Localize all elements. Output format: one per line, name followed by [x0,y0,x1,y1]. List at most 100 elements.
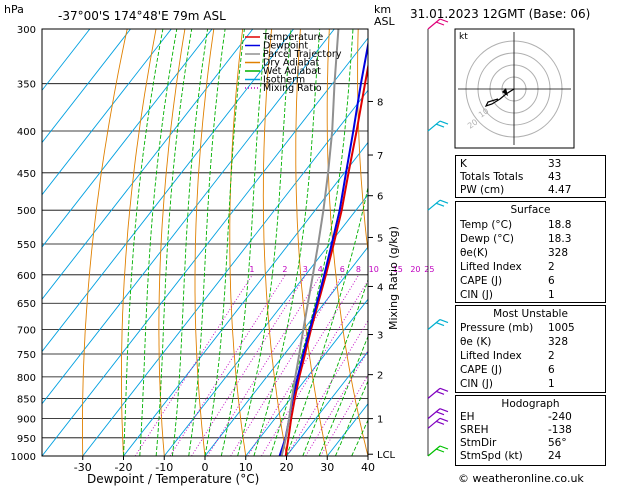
mixing-ratio-label: 4 [318,265,323,274]
mixing-ratio-label: 10 [369,265,379,274]
isotherm-line [42,29,91,92]
surface-label: CAPE (J) [460,275,503,287]
y-tick-label: 450 [17,169,36,180]
mixing-ratio-line [320,374,368,456]
unstable-row: Pressure (mb) 1005 [460,322,601,334]
x-tick-label: 0 [202,461,209,474]
wet-adiabat-line [269,29,354,456]
legend-label: Dry Adiabat [263,58,320,69]
hodo-value: 24 [548,450,562,462]
dry-adiabat-line [194,29,215,456]
dry-adiabat-line [326,29,368,456]
legend-label: Wet Adiabat [263,66,321,77]
isotherm-line [286,350,368,456]
unstable-label: θe (K) [460,336,492,348]
unstable-table: Most Unstable Pressure (mb) 1005 θe (K) 32… [455,305,606,393]
wet-adiabat-line [171,29,209,456]
unstable-row: Lifted Index 2 [460,350,601,362]
y-tick-label: 1000 [11,452,36,463]
wind-barb [427,120,449,132]
legend-label: Isotherm [263,75,305,86]
surface-value: 18.8 [548,219,572,231]
isotherm-line [204,246,368,456]
mixing-ratio-label: 3 [303,265,308,274]
hodo-label: StmSpd (kt) [460,450,523,462]
hpa-label: hPa [4,3,24,16]
unstable-value: 2 [548,350,555,362]
indices-label: Totals Totals [460,171,524,183]
isotherm-line [42,29,213,248]
x-tick-label: -10 [155,461,173,474]
copyright: © weatheronline.co.uk [458,472,584,485]
indices-value: 33 [548,158,562,170]
wind-barb [427,445,449,457]
hodo-row: SREH -138 [460,424,601,436]
mixing-ratio-label: 20 [410,265,420,274]
x-axis-title: Dewpoint / Temperature (°C) [87,472,259,486]
wind-barb [427,408,449,420]
unstable-label: Lifted Index [460,350,522,362]
mixing-ratio-line [191,274,307,456]
y-tick-label: 550 [17,240,36,251]
isotherm-line [123,141,368,456]
km-tick-label: 7 [377,151,383,162]
x-tick-label: 30 [320,461,334,474]
datetime-label: 31.01.2023 12GMT (Base: 06) [410,7,590,21]
wet-adiabat-line [220,29,267,456]
mixing-ratio-line [261,279,368,456]
mixing-ratio-label: 6 [340,265,345,274]
km-tick-label: 3 [377,331,383,342]
hodograph-table: Hodograph EH -240 SREH -138 StmDir 56° StmS… [455,395,606,466]
surface-title: Surface [510,204,551,216]
surface-value: 18.3 [548,233,572,245]
legend-label: Temperature [262,32,323,43]
y-tick-label: 350 [17,80,36,91]
wet-adiabat-line [237,29,292,456]
km-tick-label: LCL [377,450,396,461]
legend-label: Dewpoint [263,41,308,52]
unstable-row: θe (K) 328 [460,336,601,348]
unstable-label: CIN (J) [460,378,493,390]
mixing-ratio-line [207,274,322,456]
wind-barb [427,387,449,399]
x-tick-label: 10 [239,461,253,474]
wet-adiabat-line [253,29,321,456]
isotherm-line [42,29,131,144]
dry-adiabat-line [262,29,287,456]
mixing-ratio-line [134,274,253,456]
wet-adiabat-line [139,29,178,456]
surface-label: Dewp (°C) [460,233,514,245]
x-tick-label: 20 [280,461,294,474]
wet-adiabat-line [123,29,164,456]
surface-row: Dewp (°C) 18.3 [460,233,601,245]
isotherm-line [42,29,172,196]
surface-row: Temp (°C) 18.8 [460,219,601,231]
surface-label: CIN (J) [460,289,493,301]
y-tick-label: 400 [17,127,36,138]
hodo-value: -240 [548,411,572,423]
km-tick-label: 4 [377,282,383,293]
km-tick-label: 2 [377,371,383,382]
indices-value: 4.47 [548,184,572,196]
mixing-ratio-label: 25 [424,265,434,274]
mixing-ratio-label: 8 [356,265,361,274]
x-tick-label: 40 [361,461,375,474]
unstable-label: Pressure (mb) [460,322,534,334]
unstable-row: CAPE (J) 6 [460,364,601,376]
surface-row: Lifted Index 2 [460,261,601,273]
isotherm-line [42,37,368,456]
indices-row: PW (cm) 4.47 [460,184,601,196]
km-tick-label: 8 [377,97,383,108]
y-tick-label: 650 [17,299,36,310]
surface-value: 1 [548,289,555,301]
unstable-value: 6 [548,364,555,376]
surface-value: 328 [548,247,569,259]
dry-adiabat-line [357,29,368,255]
wind-barb [427,417,449,429]
km-label: km [374,3,391,16]
unstable-value: 1 [548,378,555,390]
legend-label: Mixing Ratio [263,83,322,94]
mixing-ratio-line [169,274,286,456]
surface-label: Temp (°C) [460,219,513,231]
legend-label: Parcel Trajectory [263,49,342,60]
